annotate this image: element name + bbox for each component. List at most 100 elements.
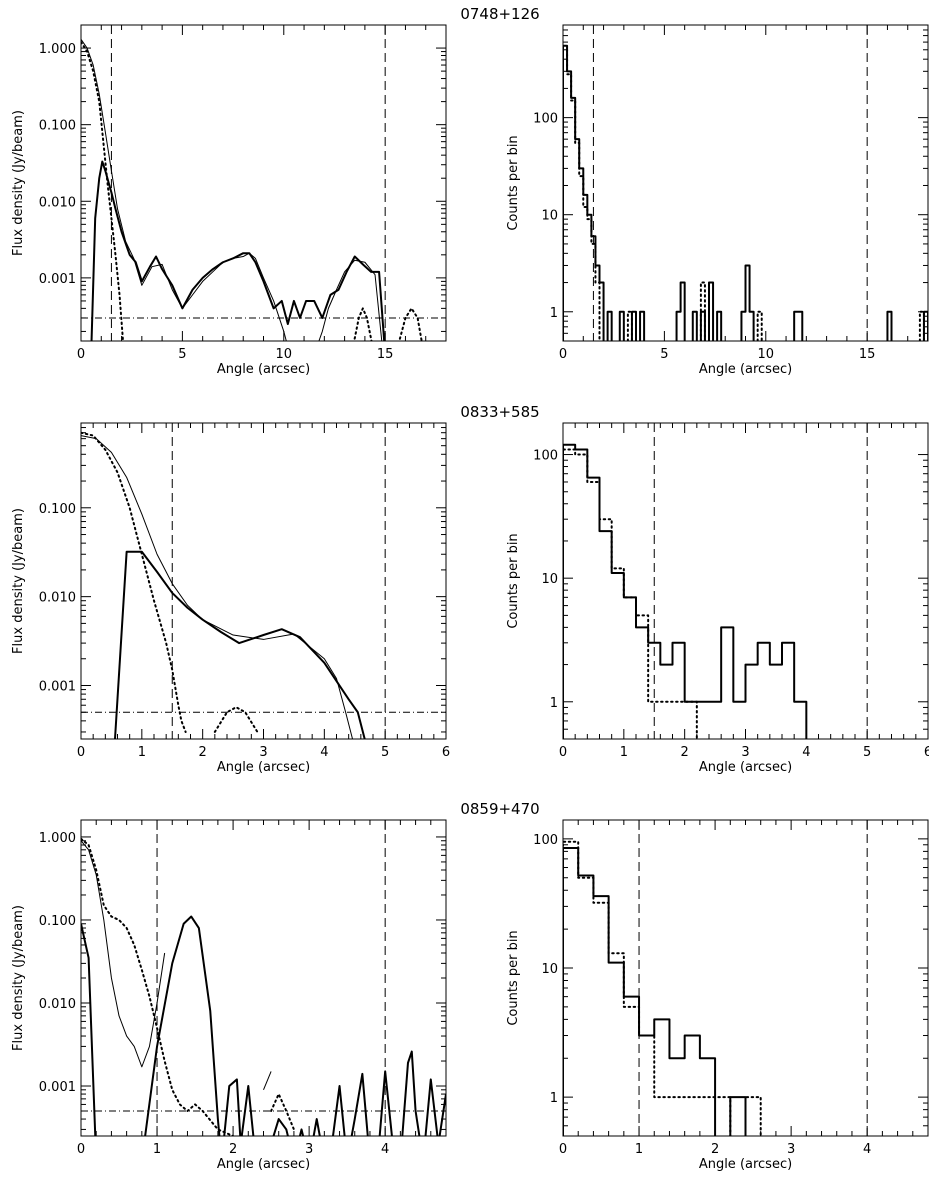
row1-right-xtick-label: 0 [559,745,567,760]
row0-left-series-dotted-2 [81,41,125,341]
row-title-0833: 0833+585 [460,403,539,421]
row2-right-xtick-label: 0 [559,1142,567,1157]
row1-right-ytick-label: 1 [550,696,558,711]
row2-left-ytick-label: 0.001 [39,1080,76,1095]
row1-left-ticks [80,422,447,739]
row1-left-plot-area [81,423,446,739]
row1-right-xtick-label: 1 [620,745,628,760]
row2-left-ytick-label: 0.010 [39,997,76,1012]
row0-right-xtick-label: 10 [758,347,775,362]
row1-right-xtick-label: 6 [924,745,929,760]
row1-right-xtick-label: 4 [802,745,810,760]
row0-left-xtick-label: 5 [178,347,186,362]
row2-left-xtick-label: 3 [305,1142,313,1157]
row1-left-xtick-label: 5 [381,745,389,760]
row2-left-series-thin-2 [263,1071,272,1091]
row1-right-xtick-label: 3 [741,745,749,760]
row2-left-ytick-label: 1.000 [39,831,76,846]
row1-left-series-dotted-3 [213,706,259,733]
row0-right-plot-area [563,25,928,341]
row0-left-ytick-label: 0.001 [39,272,76,287]
row2-right-xlabel: Angle (arcsec) [699,1157,792,1172]
row2-right-panel: 0 1 2 3 4 1 10 100 Angle (arcsec) Counts per bin [506,819,929,1172]
row2-left-ytick-label: 0.100 [39,914,76,929]
row1-right-panel: 0 1 2 3 4 5 6 1 10 100 Angle (arcsec) Counts per bi… [506,422,929,775]
row2-right-ytick-label: 100 [533,833,558,848]
row2-left-xtick-label: 0 [77,1142,85,1157]
row1-right-xtick-label: 2 [681,745,689,760]
row1-right-series-dotted-1 [563,448,698,739]
row0-left-plot-area [81,25,446,341]
row0-right-series-dotted-1 [563,48,925,341]
row1-right-ytick-label: 100 [533,449,558,464]
row0-right-xtick-label: 5 [660,347,668,362]
row0-left-ytick-label: 0.010 [39,195,76,210]
row2-left-series-dotted-4 [270,1093,295,1131]
row1-right-frame [562,422,929,740]
row0-left-xlabel: Angle (arcsec) [217,362,310,377]
row1-left-panel: 0 1 2 3 4 5 6 0.001 0.010 0.100 Angle (arcsec) Flux… [11,422,450,775]
row0-left-xtick-label: 15 [377,347,394,362]
row1-left-series-thin-0 [81,435,354,739]
row2-left-series-thick-1 [81,915,446,1136]
row2-left-series-dotted-3 [81,837,235,1136]
row2-right-ylabel: Counts per bin [506,930,521,1025]
row2-left-xtick-label: 2 [229,1142,237,1157]
row0-left-ytick-label: 0.100 [39,119,76,134]
row1-left-xlabel: Angle (arcsec) [217,760,310,775]
row1-left-ytick-label: 0.001 [39,680,76,695]
row0-left-series-thick-1 [90,160,386,341]
row1-left-xtick-label: 1 [138,745,146,760]
row0-left-series-dotted-4 [398,307,423,341]
row2-left-xtick-label: 1 [153,1142,161,1157]
row2-left-plot-area [81,820,446,1136]
row1-left-ytick-label: 0.010 [39,591,76,606]
row0-right-xtick-label: 0 [559,347,567,362]
row0-left-ytick-label: 1.000 [39,42,76,57]
row2-right-ticks [562,820,929,1137]
row1-left-frame [80,422,447,740]
row0-left-xtick-label: 0 [77,347,85,362]
row0-right-xlabel: Angle (arcsec) [699,362,792,377]
row1-right-ylabel: Counts per bin [506,533,521,628]
row0-right-ytick-label: 1 [550,306,558,321]
row2-left-panel: 0 1 2 3 4 0.001 0.010 0.100 1.000 Angle (arcsec) F… [11,819,447,1172]
row1-left-xtick-label: 2 [199,745,207,760]
row0-left-ticks [80,24,447,341]
row0-right-frame [562,24,929,342]
row2-right-xtick-label: 2 [711,1142,719,1157]
row0-left-series-dotted-3 [353,307,373,341]
row2-left-series-thin-0 [81,840,166,1068]
row0-right-panel: 0 5 10 15 1 10 100 Angle (arcsec) Counts per bin [506,24,929,377]
row2-right-series-dotted-1 [563,840,762,1136]
row2-left-ylabel: Flux density (Jy/beam) [11,905,26,1051]
row2-left-frame [80,819,447,1137]
row2-right-ytick-label: 10 [541,962,558,977]
row1-left-xtick-label: 0 [77,745,85,760]
row1-right-xlabel: Angle (arcsec) [699,760,792,775]
row2-right-plot-area [563,820,868,1136]
row-title-0748: 0748+126 [460,5,539,23]
row1-left-xtick-label: 3 [259,745,267,760]
row0-left-xtick-label: 10 [276,347,293,362]
row-title-0859: 0859+470 [460,800,539,818]
row0-left-series-thin-0 [81,39,383,341]
row0-right-ylabel: Counts per bin [506,135,521,230]
row0-left-ylabel: Flux density (Jy/beam) [11,110,26,256]
row2-left-xtick-label: 4 [381,1142,389,1157]
row1-left-series-dotted-2 [81,431,187,733]
row2-right-frame [562,819,929,1137]
row0-right-ytick-label: 10 [541,209,558,224]
row2-left-xlabel: Angle (arcsec) [217,1157,310,1172]
row1-left-series-thick-1 [113,550,366,739]
row1-left-xtick-label: 6 [442,745,450,760]
row1-left-xtick-label: 4 [320,745,328,760]
row1-right-plot-area [563,423,868,739]
row1-right-xtick-label: 5 [863,745,871,760]
row0-left-frame [80,24,447,342]
row2-right-xtick-label: 4 [863,1142,871,1157]
row1-left-ytick-label: 0.100 [39,502,76,517]
row2-right-ytick-label: 1 [550,1091,558,1106]
row0-right-series-thick-0 [563,44,928,341]
